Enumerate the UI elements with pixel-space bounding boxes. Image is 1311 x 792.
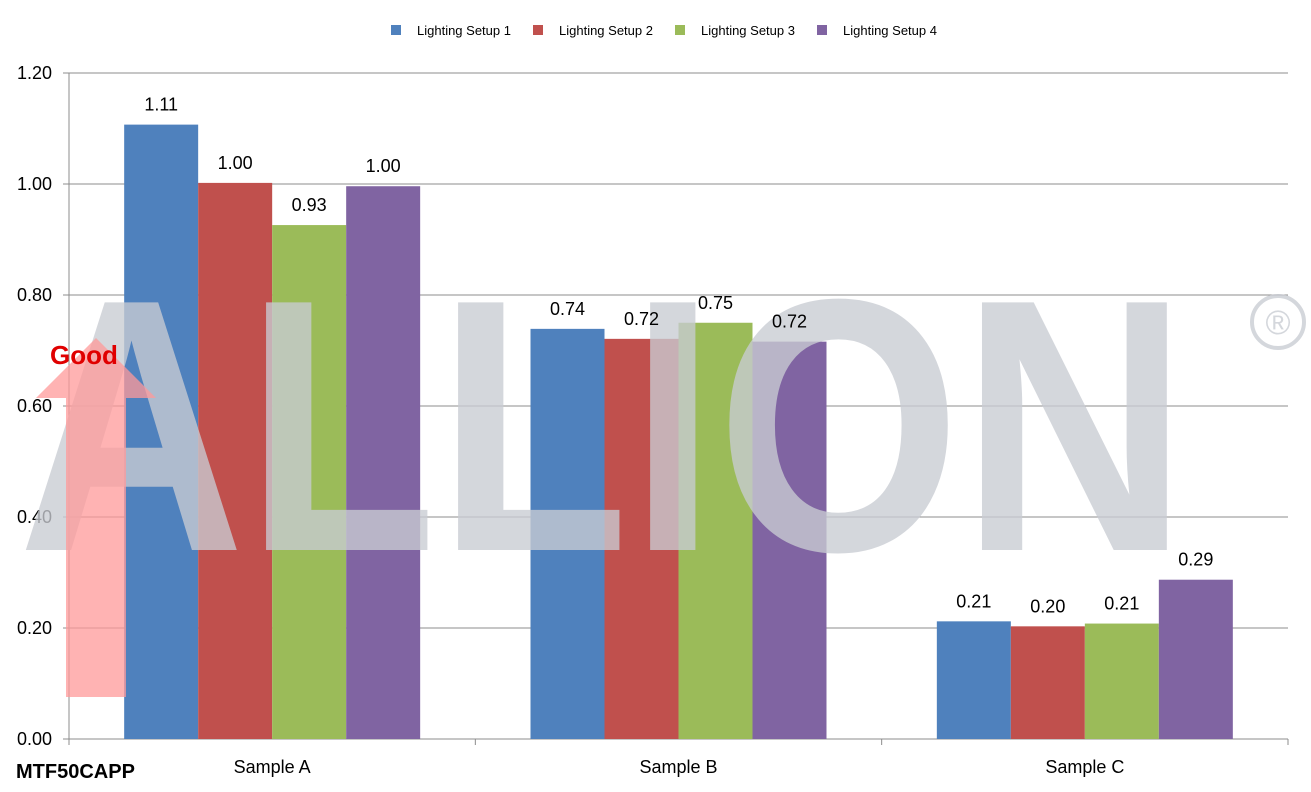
bar <box>272 225 347 739</box>
bar <box>604 338 679 739</box>
data-label: 0.75 <box>698 293 733 313</box>
category-label: Sample B <box>639 757 717 777</box>
y-tick-label: 0.60 <box>17 396 52 416</box>
up-arrow-icon <box>36 338 156 697</box>
data-label: 0.20 <box>1030 596 1065 616</box>
x-axis-category-labels: Sample A Sample B Sample C <box>234 757 1125 777</box>
bars <box>68 124 1289 745</box>
legend-swatch <box>817 25 827 35</box>
bar <box>1084 623 1159 739</box>
y-tick-label: 0.00 <box>17 729 52 749</box>
category-label: Sample A <box>234 757 311 777</box>
metric-label: MTF50CAPP <box>16 761 135 783</box>
legend-label: Lighting Setup 4 <box>843 23 937 38</box>
legend-label: Lighting Setup 3 <box>701 23 795 38</box>
data-label: 0.93 <box>292 195 327 215</box>
y-tick-label: 0.80 <box>17 285 52 305</box>
legend-swatch <box>675 25 685 35</box>
data-label: 0.21 <box>1104 594 1139 614</box>
legend: Lighting Setup 1 Lighting Setup 2 Lighting… <box>391 23 937 38</box>
bar <box>530 328 605 739</box>
data-label: 1.11 <box>144 95 178 115</box>
registered-mark-text: ® <box>1265 304 1290 342</box>
bar <box>346 186 421 740</box>
y-tick-label: 0.20 <box>17 618 52 638</box>
watermark-text: ALLION <box>18 225 1188 627</box>
y-tick-label: 1.00 <box>17 174 52 194</box>
data-label: 0.74 <box>550 299 585 319</box>
bar <box>752 341 827 739</box>
good-annotation: Good <box>36 338 156 697</box>
legend-swatch <box>533 25 543 35</box>
bar <box>936 621 1011 739</box>
good-label: Good <box>50 340 118 370</box>
y-tick-label: 1.20 <box>17 63 52 83</box>
data-label: 0.72 <box>624 309 659 329</box>
bar <box>1010 626 1085 739</box>
data-labels: 1.11 1.00 0.93 1.00 0.74 0.72 0.75 0.72 0.21 0.20… <box>144 95 1213 617</box>
data-label: 0.21 <box>956 591 991 611</box>
data-label: 1.00 <box>366 156 401 176</box>
legend-label: Lighting Setup 2 <box>559 23 653 38</box>
bar <box>678 322 753 739</box>
bar <box>198 182 273 739</box>
bar <box>124 124 199 740</box>
y-tick-label: 0.40 <box>17 507 52 527</box>
bar <box>1158 579 1233 739</box>
data-label: 1.00 <box>218 153 253 173</box>
data-label: 0.29 <box>1178 550 1213 570</box>
legend-swatch <box>391 25 401 35</box>
data-label: 0.72 <box>772 312 807 332</box>
category-label: Sample C <box>1045 757 1124 777</box>
y-axis-ticks: 0.00 0.20 0.40 0.60 0.80 1.00 1.20 <box>17 63 69 749</box>
registered-mark-icon <box>1250 294 1306 350</box>
legend-label: Lighting Setup 1 <box>417 23 511 38</box>
watermark-logo: ALLION ® <box>18 225 1306 627</box>
